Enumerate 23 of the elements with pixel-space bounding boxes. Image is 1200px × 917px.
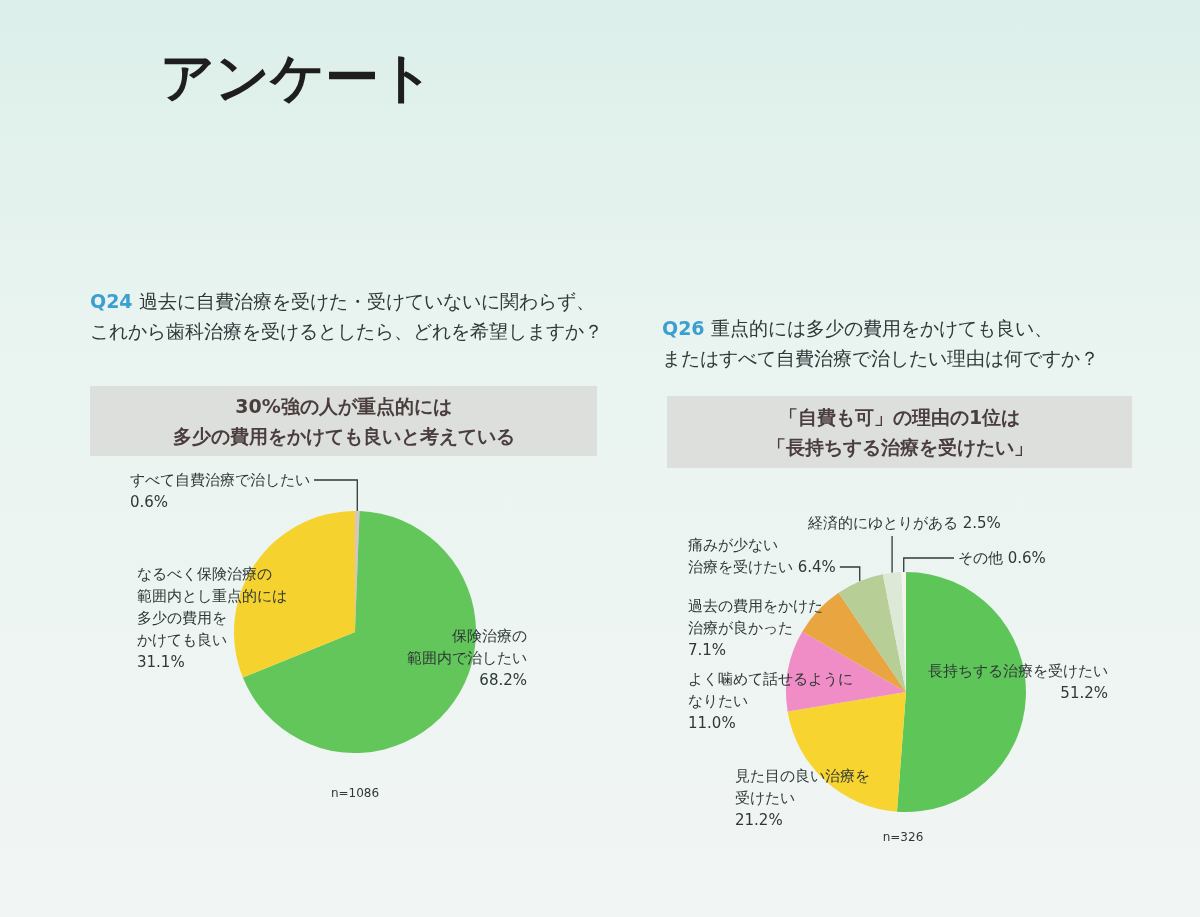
- chart-subtitle: 30%強の人が重点的には多少の費用をかけても良いと考えている: [172, 394, 515, 449]
- slice-label: その他 0.6%: [958, 549, 1046, 567]
- slice-label: 見た目の良い治療を受けたい: [735, 767, 870, 807]
- slice-label: よく噛めて話せるようになりたい: [688, 670, 853, 710]
- chart-subtitle: 「自費も可」の理由の1位は「長持ちする治療を受けたい」: [766, 405, 1033, 460]
- data-label: 11.0%: [688, 714, 736, 732]
- text: アンケート: [160, 46, 434, 111]
- slice-label: 痛みが少ない治療を受けたい 6.4%: [688, 536, 836, 576]
- slice-label: すべて自費治療で治したい: [130, 471, 310, 489]
- text: n=1086: [329, 786, 381, 800]
- caption-panel: 30%強の人が重点的には多少の費用をかけても良いと考えている: [90, 386, 597, 456]
- data-label: 21.2%: [735, 811, 783, 829]
- data-label: 31.1%: [137, 653, 185, 671]
- slice-label: 過去の費用をかけた治療が良かった: [688, 597, 823, 637]
- data-label: 7.1%: [688, 641, 727, 659]
- slice-label: 経済的にゆとりがある 2.5%: [807, 514, 1001, 532]
- caption-panel: 「自費も可」の理由の1位は「長持ちする治療を受けたい」: [667, 396, 1132, 468]
- data-label: 68.2%: [479, 671, 527, 689]
- text: n=326: [881, 830, 925, 844]
- data-label: 51.2%: [1060, 684, 1108, 702]
- chart-title: Q26 重点的には多少の費用をかけても良い、またはすべて自費治療で治したい理由は何ですか？: [662, 317, 1099, 369]
- data-label: 0.6%: [130, 493, 169, 511]
- chart-title: Q24 過去に自費治療を受けた・受けていないに関わらず、これから歯科治療を受けるとしたら、どれを希望しますか？: [90, 290, 603, 342]
